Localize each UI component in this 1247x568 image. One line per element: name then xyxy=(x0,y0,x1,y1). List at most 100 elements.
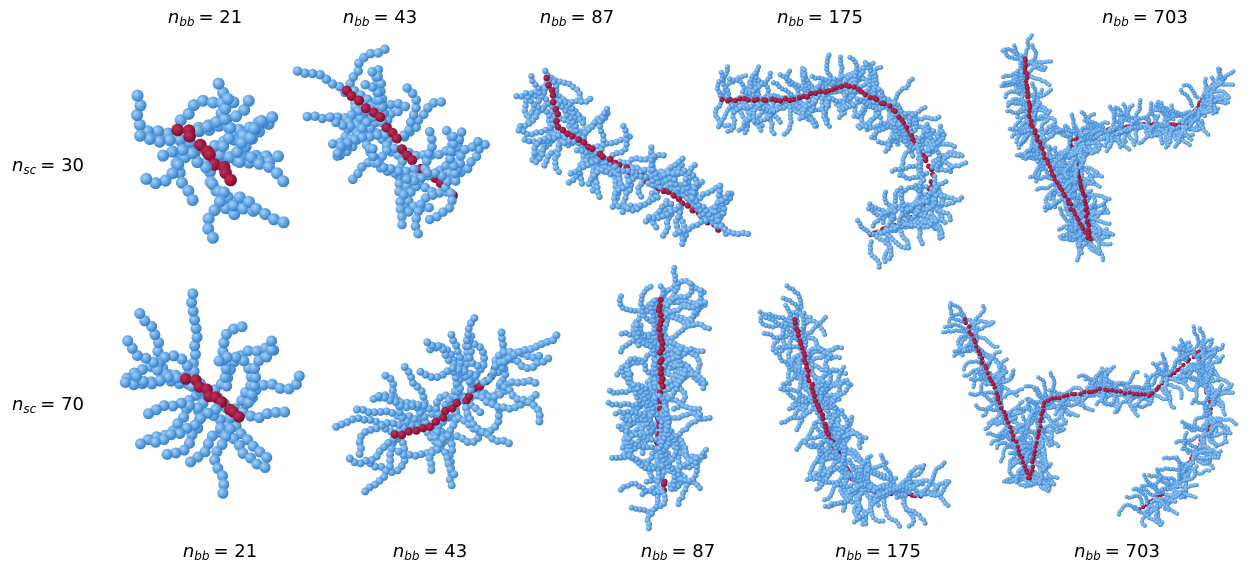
side-chain-bead xyxy=(1080,110,1084,114)
side-chain-bead xyxy=(367,67,377,77)
side-chain-bead xyxy=(425,127,435,137)
side-chain-bead xyxy=(841,107,846,112)
side-chain-bead xyxy=(1074,226,1078,230)
side-chain-bead xyxy=(207,232,219,244)
side-chain-bead xyxy=(1120,130,1124,134)
side-chain-bead xyxy=(925,199,930,204)
side-chain-bead xyxy=(1035,187,1039,191)
side-chain-bead xyxy=(615,203,621,209)
side-chain-bead xyxy=(879,120,884,125)
side-chain-bead xyxy=(380,44,390,54)
side-chain-bead xyxy=(891,122,896,127)
backbone-bead xyxy=(1082,199,1087,204)
side-chain-bead xyxy=(1053,146,1057,150)
side-chain-bead xyxy=(740,89,745,94)
side-chain-bead xyxy=(561,140,567,146)
side-chain-bead xyxy=(952,144,957,149)
side-chain-bead xyxy=(1015,69,1019,73)
side-chain-bead xyxy=(1100,174,1104,178)
side-chain-bead xyxy=(867,201,872,206)
side-chain-bead xyxy=(924,122,929,127)
side-chain-bead xyxy=(1067,154,1071,158)
side-chain-bead xyxy=(566,179,572,185)
side-chain-bead xyxy=(1073,235,1077,239)
backbone-bead xyxy=(599,153,606,160)
side-chain-bead xyxy=(219,113,231,125)
side-chain-bead xyxy=(1077,244,1081,248)
side-chain-bead xyxy=(1107,222,1111,226)
side-chain-bead xyxy=(660,152,666,158)
backbone-bead xyxy=(1069,202,1074,207)
side-chain-bead xyxy=(1065,175,1069,179)
side-chain-bead xyxy=(857,125,862,130)
side-chain-bead xyxy=(928,222,933,227)
side-chain-bead xyxy=(679,156,685,162)
side-chain-bead xyxy=(1097,127,1101,131)
side-chain-bead xyxy=(266,111,278,123)
side-chain-bead xyxy=(681,168,687,174)
side-chain-bead xyxy=(1018,152,1022,156)
side-chain-bead xyxy=(646,214,652,220)
backbone-bead xyxy=(375,112,385,122)
backbone-bead xyxy=(846,84,851,89)
backbone-bead xyxy=(1030,124,1035,129)
side-chain-bead xyxy=(1130,103,1134,107)
side-chain-bead xyxy=(660,232,666,238)
side-chain-bead xyxy=(725,190,731,196)
side-chain-bead xyxy=(587,96,593,102)
side-chain-bead xyxy=(851,114,856,119)
side-chain-bead xyxy=(132,90,144,102)
backbone-bead xyxy=(727,97,732,102)
side-chain-bead xyxy=(601,110,607,116)
backbone-bead xyxy=(763,98,768,103)
side-chain-bead xyxy=(927,148,932,153)
side-chain-bead xyxy=(1038,101,1042,105)
side-chain-bead xyxy=(413,229,423,239)
side-chain-bead xyxy=(910,153,915,158)
backbone-bead xyxy=(589,145,596,152)
side-chain-bead xyxy=(800,115,805,120)
side-chain-bead xyxy=(801,73,806,78)
side-chain-bead xyxy=(1149,101,1153,105)
side-chain-bead xyxy=(1082,118,1086,122)
side-chain-bead xyxy=(1030,43,1034,47)
side-chain-bead xyxy=(243,95,255,107)
side-chain-bead xyxy=(928,191,933,196)
backbone-bead xyxy=(553,118,560,125)
side-chain-bead xyxy=(1103,144,1107,148)
side-chain-bead xyxy=(213,78,225,90)
side-chain-bead xyxy=(515,127,521,133)
backbone-bead xyxy=(1023,58,1028,63)
side-chain-bead xyxy=(1008,127,1012,131)
side-chain-bead xyxy=(827,96,832,101)
side-chain-bead xyxy=(832,76,837,81)
side-chain-bead xyxy=(528,73,534,79)
side-chain-bead xyxy=(877,87,882,92)
side-chain-bead xyxy=(1101,258,1105,262)
side-chain-bead xyxy=(1078,166,1082,170)
side-chain-bead xyxy=(1095,170,1099,174)
backbone-bead xyxy=(224,174,237,187)
side-chain-bead xyxy=(1085,130,1089,134)
side-chain-bead xyxy=(938,124,943,129)
side-chain-bead xyxy=(1043,205,1047,209)
side-chain-bead xyxy=(255,115,267,127)
side-chain-bead xyxy=(898,214,903,219)
side-chain-bead xyxy=(742,130,747,135)
side-chain-bead xyxy=(402,174,412,184)
side-chain-bead xyxy=(787,68,792,73)
side-chain-bead xyxy=(837,115,842,120)
side-chain-bead xyxy=(533,159,539,165)
side-chain-bead xyxy=(1028,175,1032,179)
backbone-bead xyxy=(862,92,867,97)
side-chain-bead xyxy=(726,123,731,128)
side-chain-bead xyxy=(1030,82,1034,86)
side-chain-bead xyxy=(847,55,852,60)
side-chain-bead xyxy=(523,90,529,96)
side-chain-bead xyxy=(1111,232,1115,236)
side-chain-bead xyxy=(671,177,677,183)
side-chain-bead xyxy=(812,124,817,129)
backbone-bead xyxy=(817,89,822,94)
side-chain-bead xyxy=(758,128,763,133)
side-chain-bead xyxy=(1080,133,1084,137)
